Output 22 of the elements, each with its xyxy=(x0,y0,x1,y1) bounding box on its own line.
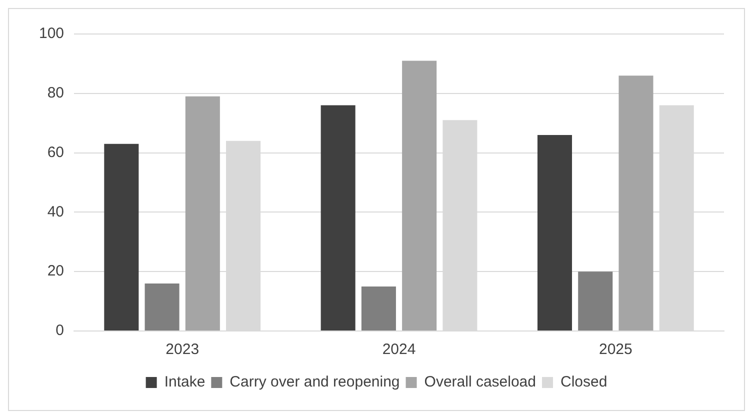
bar xyxy=(144,283,180,330)
bar xyxy=(104,144,139,330)
bar xyxy=(578,272,613,330)
y-tick-label: 20 xyxy=(47,262,64,280)
legend-label: Closed xyxy=(560,374,608,391)
legend-label: Intake xyxy=(164,374,206,391)
y-tick-label: 80 xyxy=(47,84,64,102)
x-tick-label: 2023 xyxy=(166,341,200,358)
bar xyxy=(402,60,437,330)
y-tick-label: 100 xyxy=(38,25,64,42)
bar xyxy=(320,105,356,330)
bar xyxy=(618,76,654,330)
bar xyxy=(185,96,220,330)
x-tick-label: 2025 xyxy=(598,341,632,358)
y-tick-label: 0 xyxy=(56,322,64,340)
legend-label: Carry over and reopening xyxy=(230,374,400,391)
y-tick-label: 60 xyxy=(47,144,64,161)
y-tick-label: 40 xyxy=(47,203,64,220)
x-tick-label: 2024 xyxy=(382,341,416,358)
bar xyxy=(537,134,572,330)
bar xyxy=(361,286,396,330)
legend-label: Overall caseload xyxy=(424,374,536,391)
